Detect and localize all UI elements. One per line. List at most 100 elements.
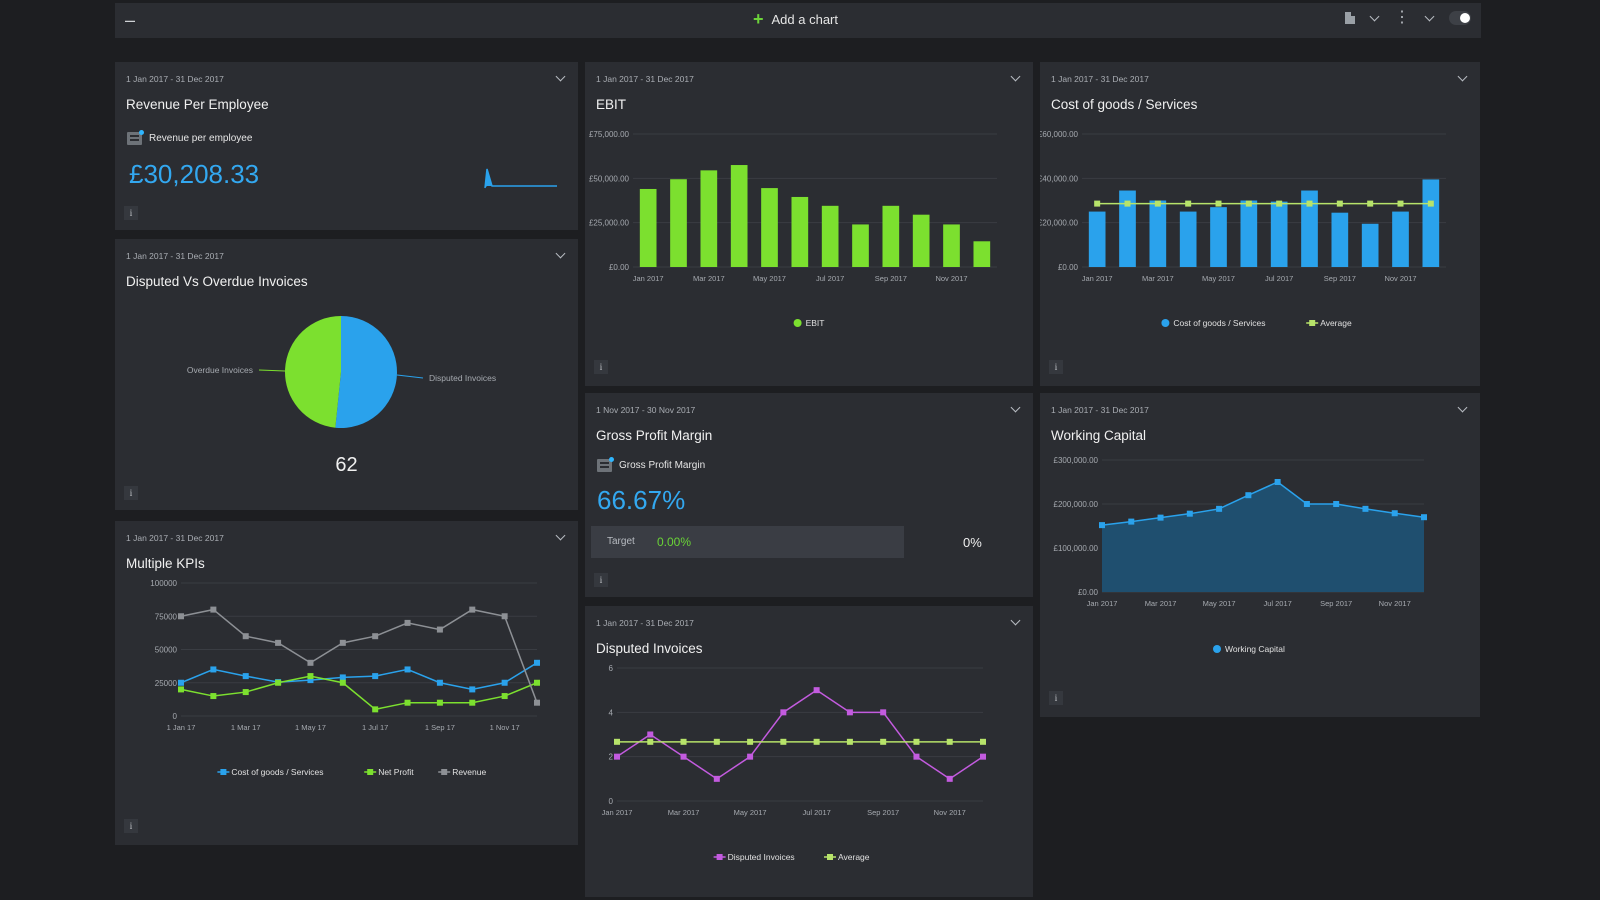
y-tick-label: 0 (609, 797, 614, 806)
panel-title: Disputed Invoices (596, 641, 703, 656)
sparkline (484, 168, 557, 189)
legend-swatch (716, 854, 723, 860)
info-button[interactable]: i (124, 206, 138, 220)
data-point (680, 738, 687, 745)
options-chevron-down-icon[interactable] (1424, 11, 1435, 21)
data-point (1245, 492, 1252, 499)
data-point (713, 775, 720, 782)
data-point (913, 738, 920, 745)
data-point (647, 731, 654, 738)
bar (761, 188, 778, 267)
data-point (178, 686, 184, 693)
y-tick-label: £0.00 (1078, 588, 1099, 597)
panel-date-range: 1 Jan 2017 - 31 Dec 2017 (1051, 405, 1149, 415)
panel-date-range: 1 Jan 2017 - 31 Dec 2017 (596, 74, 694, 84)
bar (912, 214, 930, 267)
x-tick-label: May 2017 (734, 808, 767, 817)
average-point (1215, 200, 1222, 207)
add-chart-label: Add a chart (771, 11, 839, 27)
y-tick-label: 4 (609, 708, 614, 717)
pie-slice (335, 316, 397, 428)
x-tick-label: Sep 2017 (1324, 274, 1356, 283)
data-point (780, 738, 787, 745)
data-point (813, 738, 820, 745)
legend-label: Net Profit (378, 767, 414, 777)
data-point (469, 686, 476, 693)
y-tick-label: 2 (609, 753, 614, 762)
y-tick-label: £50,000.00 (589, 174, 630, 183)
legend-swatch (367, 769, 374, 775)
bar (670, 179, 687, 267)
x-tick-label: May 2017 (1203, 599, 1236, 608)
data-point (404, 699, 411, 706)
x-tick-label: 1 May 17 (295, 723, 326, 732)
legend-swatch (1309, 320, 1316, 326)
data-point (534, 679, 540, 686)
data-point (1303, 501, 1310, 507)
legend-swatch (1161, 319, 1170, 327)
pie-total: 62 (335, 454, 358, 476)
bar (730, 165, 748, 267)
data-point (242, 689, 249, 696)
bar (639, 188, 657, 267)
data-point (913, 753, 920, 760)
x-tick-label: Nov 2017 (1379, 599, 1411, 608)
pie-leader-line (258, 369, 286, 372)
average-point (1124, 200, 1131, 207)
theme-toggle[interactable] (1449, 11, 1471, 25)
export-document-icon[interactable] (1345, 12, 1355, 24)
bar (821, 205, 839, 267)
data-point (339, 639, 346, 646)
data-point (339, 679, 346, 686)
building-icon (597, 457, 614, 472)
export-chevron-down-icon[interactable] (1369, 11, 1380, 21)
x-tick-label: May 2017 (1202, 274, 1235, 283)
panel-gross-profit-margin: 1 Nov 2017 - 30 Nov 2017 Gross Profit Ma… (585, 393, 1033, 597)
data-point (1128, 518, 1135, 525)
data-point (713, 738, 720, 745)
add-chart-button[interactable]: + Add a chart (753, 10, 838, 28)
data-point (436, 626, 443, 633)
working-capital-area-chart: £0.00 £100,000.00 £200,000.00 £300,000.00 Ja… (1054, 456, 1427, 654)
bar (943, 224, 960, 267)
x-tick-label: 1 Nov 17 (490, 723, 520, 732)
data-point (1216, 505, 1223, 512)
panel-chevron-down-icon[interactable] (1010, 402, 1021, 413)
more-options-icon[interactable]: ⋮ (1394, 9, 1410, 26)
x-tick-label: Nov 2017 (934, 808, 966, 817)
info-button[interactable]: i (124, 819, 138, 833)
legend-label: Average (838, 852, 870, 862)
x-tick-label: Mar 2017 (1145, 599, 1177, 608)
disputed-invoices-line-chart: 0 2 4 6 Jan 2017 Mar 2017 May 2017 Jul 2017 Sep … (602, 664, 986, 862)
y-tick-label: £60,000.00 (1040, 130, 1079, 139)
info-button[interactable]: i (1049, 691, 1063, 705)
data-point (1186, 510, 1193, 517)
data-point (880, 738, 887, 745)
data-point (372, 633, 379, 640)
average-point (1245, 200, 1252, 207)
x-tick-label: 1 Jul 17 (362, 723, 388, 732)
sparkline-line (484, 168, 557, 189)
average-point (1427, 200, 1434, 207)
series-line (180, 608, 538, 703)
data-point (846, 738, 853, 745)
panel-working-capital: 1 Jan 2017 - 31 Dec 2017 Working Capital… (1040, 393, 1480, 717)
data-point (846, 709, 853, 716)
collapse-button[interactable]: – (125, 10, 136, 30)
info-button[interactable]: i (594, 573, 608, 587)
data-point (1157, 514, 1164, 521)
data-point (339, 674, 346, 681)
info-button[interactable]: i (1049, 360, 1063, 374)
bar (700, 170, 718, 267)
x-tick-label: Nov 2017 (935, 274, 967, 283)
data-point (178, 679, 184, 686)
series-line (180, 675, 538, 711)
data-point (404, 619, 411, 626)
info-button[interactable]: i (124, 486, 138, 500)
legend-swatch (1213, 645, 1221, 653)
info-button[interactable]: i (594, 360, 608, 374)
ebit-bar-chart: £0.00 £25,000.00 £50,000.00 £75,000.00 Jan 2… (589, 130, 997, 328)
pie-label: Disputed Invoices (429, 373, 496, 383)
panel-date-range: 1 Jan 2017 - 31 Dec 2017 (126, 251, 224, 261)
y-tick-label: £0.00 (1058, 263, 1079, 272)
